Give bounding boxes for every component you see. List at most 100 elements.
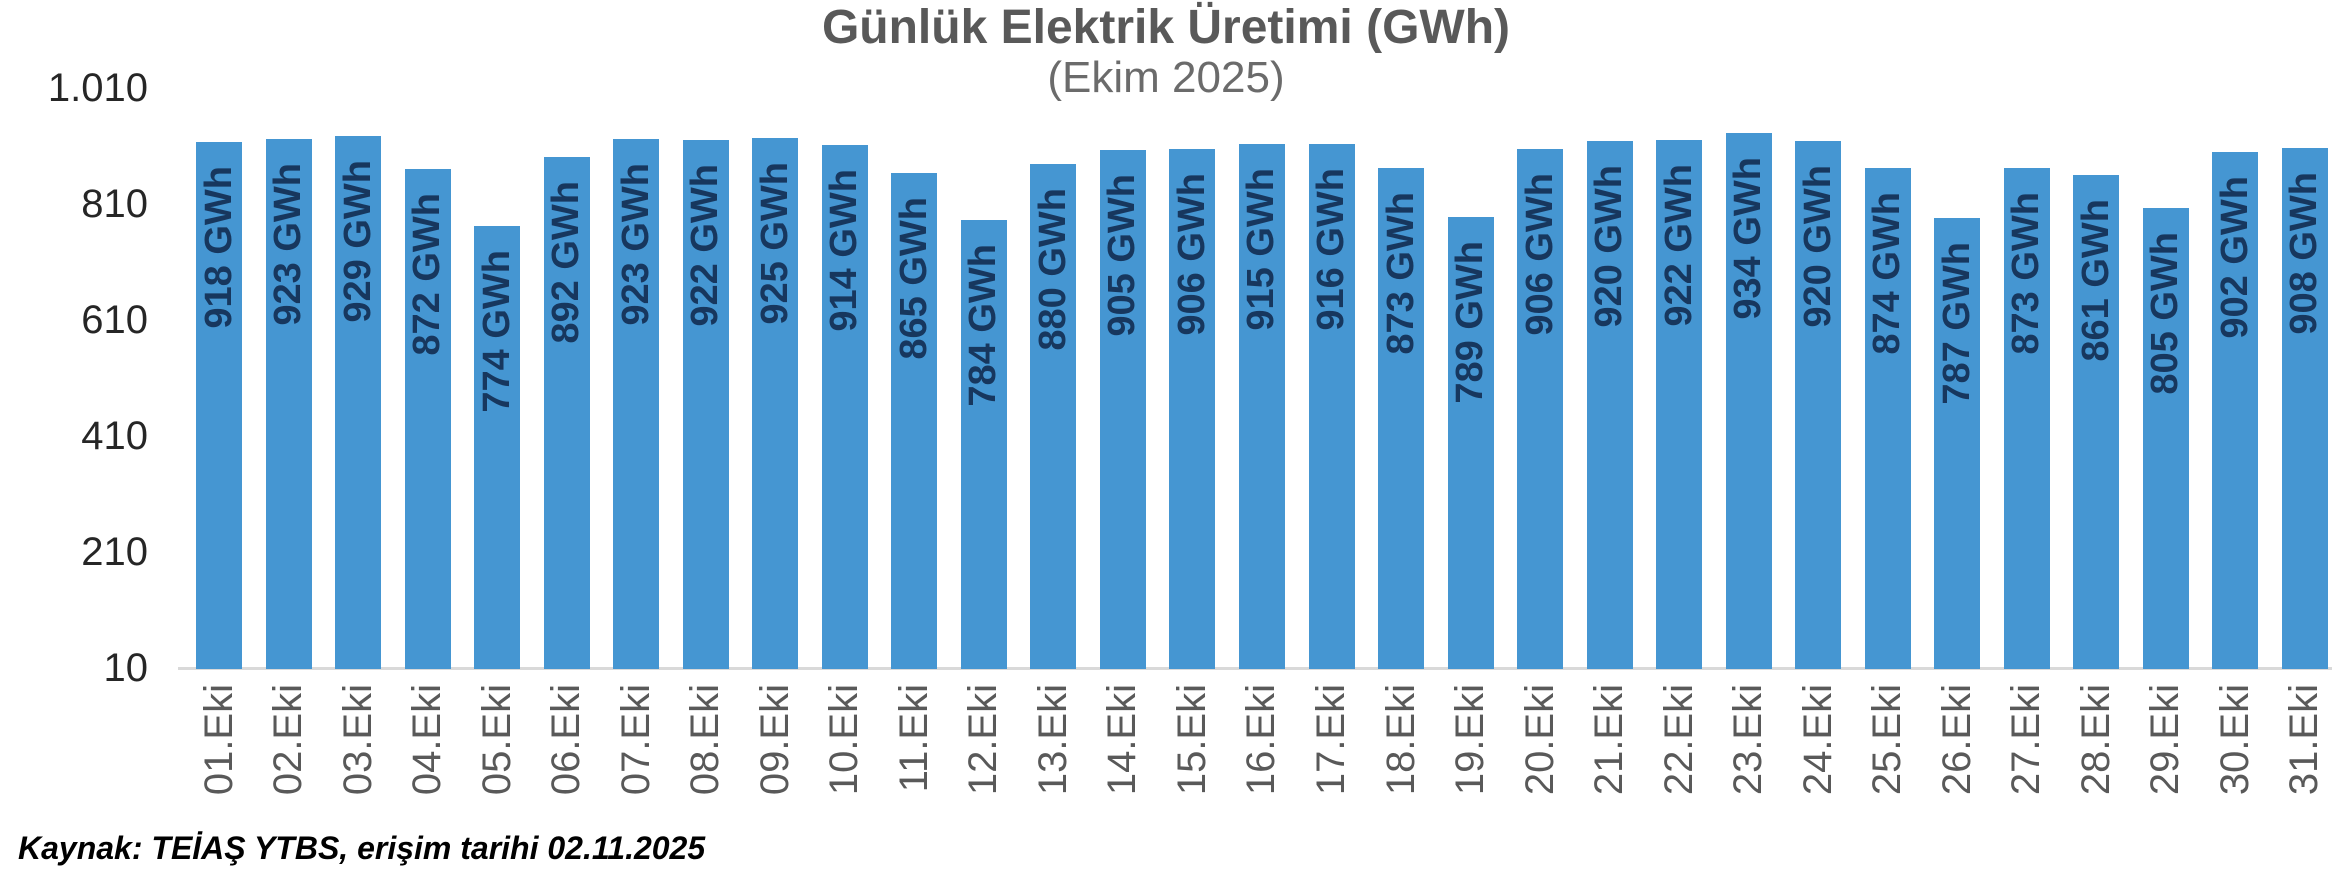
bar-29.Eki: 805 GWh bbox=[2142, 208, 2189, 669]
x-axis-tick-label: 09.Eki bbox=[752, 684, 797, 796]
bar-03.Eki: 929 GWh bbox=[335, 136, 382, 669]
x-axis-tick-label: 28.Eki bbox=[2073, 684, 2118, 796]
bar-20.Eki: 906 GWh bbox=[1517, 149, 1564, 669]
x-axis-tick-label: 30.Eki bbox=[2212, 684, 2257, 796]
bar-value-label: 787 GWh bbox=[1935, 242, 1978, 405]
x-axis-tick: 30.Eki bbox=[2212, 684, 2258, 799]
x-axis-tick: 07.Eki bbox=[613, 684, 659, 799]
bar-series: 918 GWh 923 GWh 929 GWh 872 GWh 774 GWh 892 G… bbox=[196, 88, 2328, 669]
bar-value-label: 873 GWh bbox=[1379, 192, 1422, 355]
bar-value-label: 934 GWh bbox=[1727, 157, 1770, 320]
x-axis-tick: 22.Eki bbox=[1656, 684, 1702, 799]
x-axis-tick-label: 01.Eki bbox=[196, 684, 241, 796]
source-note: Kaynak: TEİAŞ YTBS, erişim tarihi 02.11.… bbox=[18, 830, 706, 866]
x-axis-tick: 16.Eki bbox=[1239, 684, 1285, 799]
bar-30.Eki: 902 GWh bbox=[2212, 152, 2259, 669]
bar-value-label: 923 GWh bbox=[614, 163, 657, 326]
x-axis-tick: 28.Eki bbox=[2073, 684, 2119, 799]
x-axis-tick-label: 08.Eki bbox=[683, 684, 728, 796]
y-axis-tick-label: 610 bbox=[81, 298, 148, 342]
x-axis-tick: 10.Eki bbox=[822, 684, 868, 799]
bar-value-label: 805 GWh bbox=[2144, 232, 2187, 395]
bar-15.Eki: 906 GWh bbox=[1169, 149, 1216, 669]
bar-31.Eki: 908 GWh bbox=[2281, 148, 2328, 669]
x-axis-tick-label: 07.Eki bbox=[613, 684, 658, 796]
bar-value-label: 922 GWh bbox=[684, 164, 727, 327]
bar-value-label: 922 GWh bbox=[1657, 164, 1700, 327]
x-axis-tick-label: 14.Eki bbox=[1100, 684, 1145, 796]
bar-02.Eki: 923 GWh bbox=[265, 139, 312, 669]
bar-value-label: 914 GWh bbox=[823, 169, 866, 332]
bar-07.Eki: 923 GWh bbox=[613, 139, 660, 669]
x-axis-tick: 15.Eki bbox=[1169, 684, 1215, 799]
bar-value-label: 920 GWh bbox=[1588, 165, 1631, 328]
bar-value-label: 874 GWh bbox=[1866, 192, 1909, 355]
bar-value-label: 905 GWh bbox=[1101, 174, 1144, 337]
bar-28.Eki: 861 GWh bbox=[2073, 175, 2120, 669]
bar-13.Eki: 880 GWh bbox=[1030, 164, 1077, 669]
y-axis-tick-label: 10 bbox=[103, 646, 149, 690]
bar-16.Eki: 915 GWh bbox=[1238, 144, 1285, 669]
bar-value-label: 916 GWh bbox=[1310, 168, 1352, 331]
x-axis-tick: 05.Eki bbox=[474, 684, 520, 799]
bar-value-label: 774 GWh bbox=[475, 250, 518, 413]
bar-value-label: 880 GWh bbox=[1031, 188, 1074, 351]
bar-17.Eki: 916 GWh bbox=[1308, 144, 1355, 669]
chart-subtitle: (Ekim 2025) bbox=[1047, 53, 1285, 102]
x-axis-tick-label: 18.Eki bbox=[1378, 684, 1423, 796]
bar-10.Eki: 914 GWh bbox=[821, 145, 868, 669]
bar-value-label: 865 GWh bbox=[892, 197, 935, 360]
x-axis-tick: 17.Eki bbox=[1309, 684, 1355, 799]
bar-value-label: 918 GWh bbox=[197, 166, 240, 329]
x-axis-tick-label: 25.Eki bbox=[1865, 684, 1910, 796]
bar-value-label: 906 GWh bbox=[1518, 173, 1561, 336]
x-axis-tick: 09.Eki bbox=[752, 684, 798, 799]
bar-14.Eki: 905 GWh bbox=[1099, 150, 1146, 669]
bar-22.Eki: 922 GWh bbox=[1656, 140, 1703, 669]
y-axis-tick-label: 210 bbox=[81, 530, 148, 574]
bar-value-label: 861 GWh bbox=[2074, 199, 2117, 362]
x-axis-tick: 25.Eki bbox=[1865, 684, 1911, 799]
x-axis-tick-label: 19.Eki bbox=[1448, 684, 1493, 796]
bar-24.Eki: 920 GWh bbox=[1795, 141, 1842, 669]
bar-value-label: 902 GWh bbox=[2213, 176, 2256, 339]
x-axis-tick: 13.Eki bbox=[1030, 684, 1076, 799]
bar-value-label: 920 GWh bbox=[1796, 165, 1839, 328]
bar-19.Eki: 789 GWh bbox=[1447, 217, 1494, 669]
bar-value-label: 925 GWh bbox=[753, 162, 796, 325]
bar-04.Eki: 872 GWh bbox=[404, 169, 451, 669]
x-axis-tick: 12.Eki bbox=[961, 684, 1007, 799]
x-axis-tick: 14.Eki bbox=[1100, 684, 1146, 799]
bar-value-label: 892 GWh bbox=[545, 181, 588, 344]
x-axis-tick: 01.Eki bbox=[196, 684, 242, 799]
x-axis-tick: 24.Eki bbox=[1795, 684, 1841, 799]
x-axis-tick: 20.Eki bbox=[1517, 684, 1563, 799]
x-axis-tick-label: 26.Eki bbox=[1934, 684, 1979, 796]
x-axis-tick: 08.Eki bbox=[683, 684, 729, 799]
x-axis-tick: 21.Eki bbox=[1587, 684, 1633, 799]
x-axis-tick: 06.Eki bbox=[544, 684, 590, 799]
x-axis-tick-label: 21.Eki bbox=[1587, 684, 1632, 796]
bar-01.Eki: 918 GWh bbox=[196, 142, 242, 669]
x-axis-tick-label: 31.Eki bbox=[2282, 684, 2327, 796]
x-axis-tick: 23.Eki bbox=[1726, 684, 1772, 799]
y-axis-tick-label: 810 bbox=[81, 182, 148, 226]
x-axis-tick: 29.Eki bbox=[2143, 684, 2189, 799]
x-axis-tick: 18.Eki bbox=[1378, 684, 1424, 799]
x-axis-tick-label: 03.Eki bbox=[335, 684, 380, 796]
x-axis-tick-label: 13.Eki bbox=[1030, 684, 1075, 796]
x-axis-tick-label: 05.Eki bbox=[474, 684, 519, 796]
x-axis-tick: 19.Eki bbox=[1448, 684, 1494, 799]
x-axis: 01.Eki 02.Eki 03.Eki 04.Eki 05.Eki 06.Eki 07.E… bbox=[196, 684, 2328, 799]
x-axis-tick-label: 27.Eki bbox=[2004, 684, 2049, 796]
bar-value-label: 906 GWh bbox=[1170, 173, 1213, 336]
x-axis-tick-label: 10.Eki bbox=[822, 684, 867, 796]
chart-title: Günlük Elektrik Üretimi (GWh) bbox=[821, 1, 1511, 54]
x-axis-tick-label: 16.Eki bbox=[1239, 684, 1284, 796]
x-axis-tick-label: 06.Eki bbox=[544, 684, 589, 796]
bar-11.Eki: 865 GWh bbox=[891, 173, 938, 669]
x-axis-tick-label: 12.Eki bbox=[961, 684, 1006, 796]
bar-05.Eki: 774 GWh bbox=[474, 226, 521, 669]
